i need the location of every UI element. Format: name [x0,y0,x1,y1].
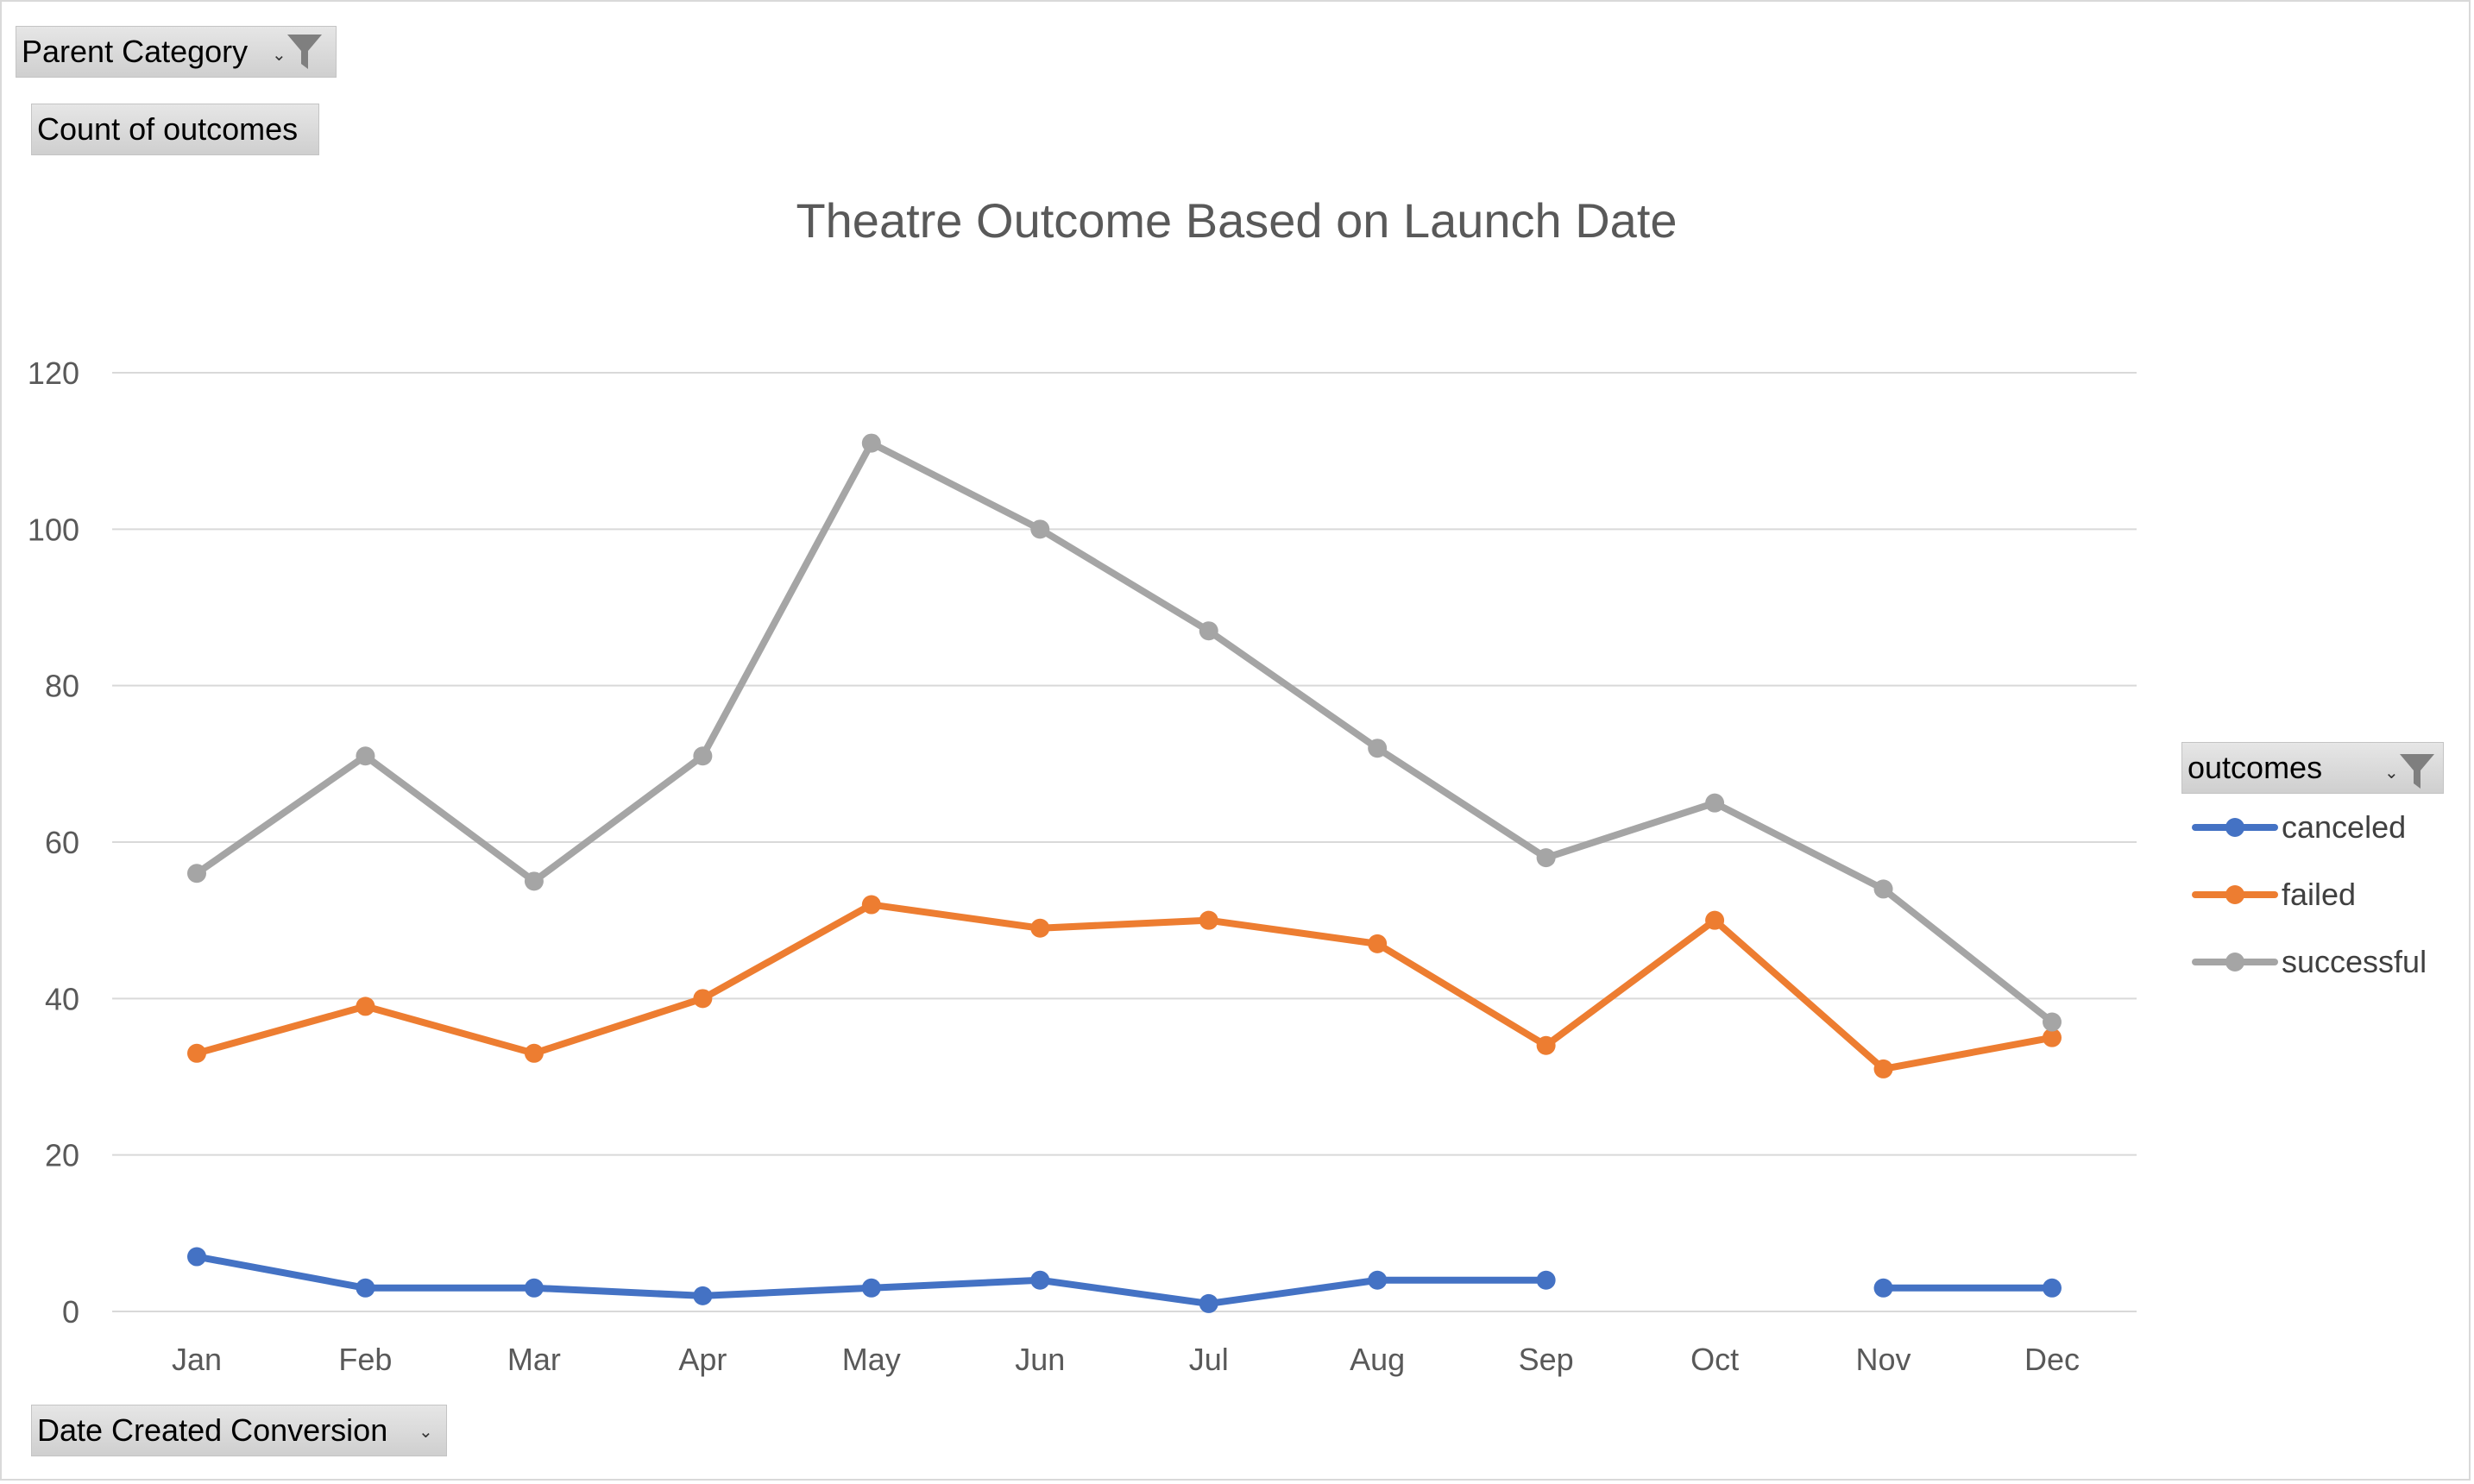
legend-marker-icon [2192,953,2278,972]
data-point [187,1247,206,1267]
x-tick-label: May [842,1342,901,1377]
x-tick-label: Aug [1350,1342,1405,1377]
y-tick-label: 120 [28,355,79,391]
data-point [1536,1270,1556,1290]
x-tick-label: Mar [507,1342,561,1377]
data-point [187,864,206,883]
dropdown-arrow-icon: ⌄ [419,1423,433,1442]
dropdown-arrow-icon: ⌄ [272,46,286,65]
dropdown-arrow-icon: ⌄ [2384,764,2399,783]
data-point [1030,1270,1050,1290]
x-tick-label: Feb [338,1342,392,1377]
series-canceled [187,1247,2062,1313]
legend-marker-icon [2192,818,2278,837]
data-point [1536,848,1556,868]
data-point [693,1286,713,1305]
y-tick-label: 60 [45,825,79,860]
data-point [524,1278,544,1298]
filter-icon [2398,751,2436,799]
legend-item-failed: failed [2192,873,2356,916]
legend-field-filter-button[interactable]: outcomes ⌄ [2181,742,2444,794]
data-point [2043,1278,2062,1298]
data-point [187,1043,206,1063]
data-point [1368,934,1388,953]
data-point [693,746,713,766]
data-series [187,433,2062,1313]
data-point [524,871,544,891]
gridlines [112,372,2137,1312]
legend-label: canceled [2282,809,2407,845]
x-tick-label: Sep [1519,1342,1574,1377]
value-field-label: Count of outcomes [37,111,299,147]
x-axis-ticks: Jan Feb Mar Apr May Jun Jul Aug Sep Oct Nov Dec [172,1342,2080,1377]
data-point [356,1278,375,1298]
y-tick-label: 40 [45,981,79,1016]
legend-label: successful [2282,944,2427,979]
data-point [1873,1278,1893,1298]
data-point [1030,918,1050,938]
data-point [1199,910,1218,930]
data-point [2043,1028,2062,1047]
data-point [861,895,881,915]
legend-marker-icon [2192,885,2278,904]
data-point [524,1043,544,1063]
data-point [861,433,881,453]
legend-item-canceled: canceled [2192,806,2406,849]
x-tick-label: Oct [1690,1342,1739,1377]
y-tick-label: 100 [28,512,79,547]
data-point [1873,879,1893,899]
data-point [356,746,375,766]
y-tick-label: 20 [45,1138,79,1173]
x-tick-label: Jan [172,1342,222,1377]
series-successful [187,433,2062,1032]
value-field-button[interactable]: Count of outcomes [31,104,319,155]
axis-field-label: Date Created Conversion [37,1412,388,1448]
legend-field-label: outcomes [2188,750,2323,785]
x-tick-label: Nov [1856,1342,1911,1377]
legend-label: failed [2282,877,2357,912]
series-failed [187,895,2062,1078]
series-line [193,439,2055,1026]
y-axis-ticks: 0 20 40 60 80 100 120 [28,355,79,1330]
parent-category-label: Parent Category [22,34,249,69]
data-point [1199,1293,1218,1313]
y-tick-label: 0 [62,1294,79,1330]
data-point [861,1278,881,1298]
filter-icon [286,32,324,79]
data-point [1368,1270,1388,1290]
legend-item-successful: successful [2192,940,2427,984]
data-point [693,989,713,1009]
series-line [193,901,2055,1072]
data-point [1705,910,1725,930]
data-point [356,997,375,1016]
parent-category-filter-button[interactable]: Parent Category ⌄ [16,26,337,78]
x-tick-label: Apr [678,1342,727,1377]
x-tick-label: Jul [1189,1342,1229,1377]
axis-field-button[interactable]: Date Created Conversion ⌄ [31,1405,447,1456]
x-tick-label: Dec [2024,1342,2080,1377]
data-point [1030,519,1050,539]
data-point [1536,1035,1556,1055]
data-point [1368,739,1388,758]
data-point [2043,1012,2062,1032]
data-point [1199,621,1218,641]
chart-title: Theatre Outcome Based on Launch Date [796,193,1677,248]
data-point [1705,793,1725,813]
x-tick-label: Jun [1015,1342,1065,1377]
data-point [1873,1059,1893,1078]
y-tick-label: 80 [45,669,79,704]
